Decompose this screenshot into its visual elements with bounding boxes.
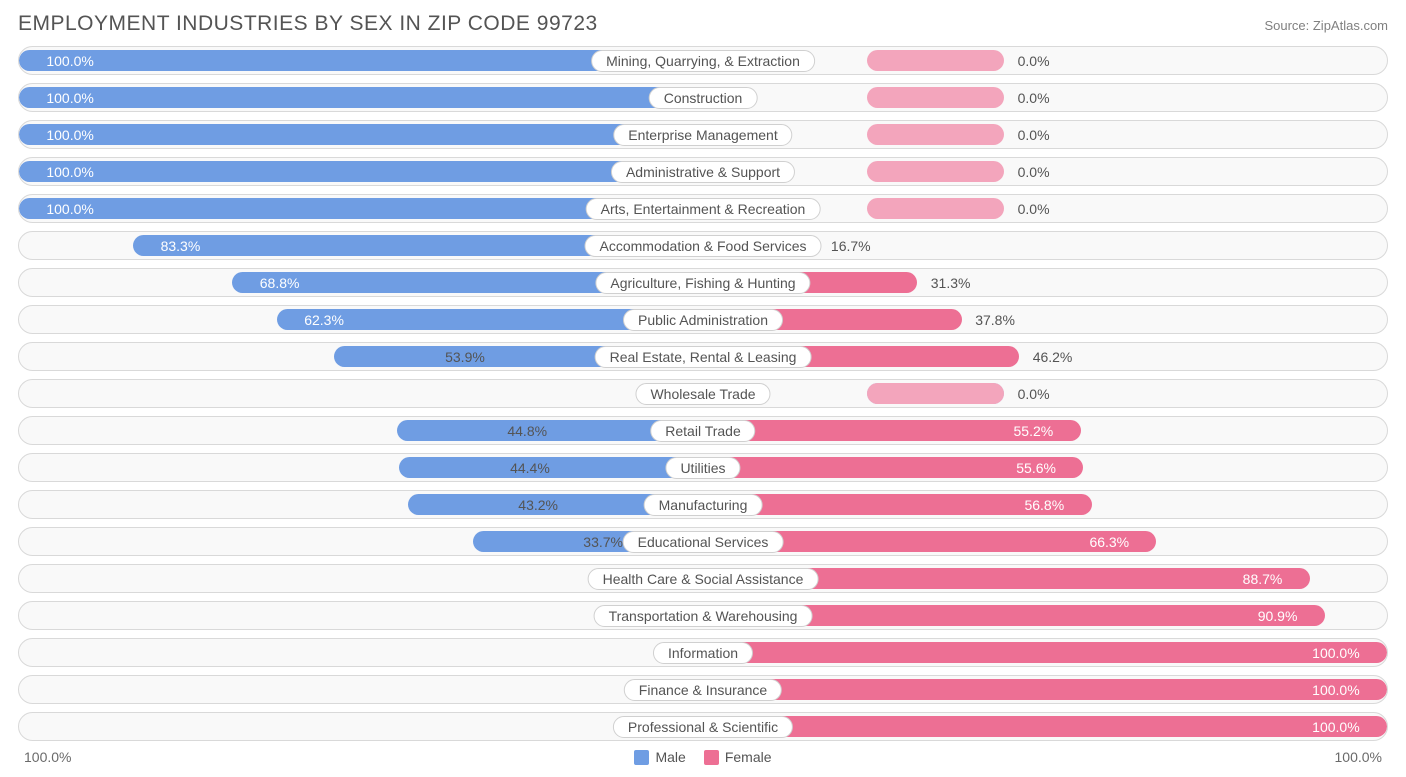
pct-female: 66.3%: [1089, 528, 1129, 555]
bar-row: 53.9% 46.2% Real Estate, Rental & Leasing: [18, 342, 1388, 371]
pct-male: 100.0%: [46, 158, 93, 185]
bar-male: [19, 161, 703, 182]
category-label: Mining, Quarrying, & Extraction: [591, 50, 815, 72]
legend: Male Female: [634, 749, 771, 765]
swatch-female: [704, 750, 719, 765]
pct-female: 0.0%: [1018, 84, 1050, 111]
category-label: Manufacturing: [644, 494, 763, 516]
pct-female: 100.0%: [1312, 713, 1359, 740]
pct-female: 37.8%: [975, 306, 1015, 333]
bar-female: [867, 383, 1004, 404]
bar-female: [703, 716, 1387, 737]
legend-male-label: Male: [655, 749, 685, 765]
bar-row: 62.3% 37.8% Public Administration: [18, 305, 1388, 334]
chart-source: Source: ZipAtlas.com: [1264, 18, 1388, 33]
bar-row: 43.2% 56.8% Manufacturing: [18, 490, 1388, 519]
category-label: Retail Trade: [650, 420, 755, 442]
pct-female: 56.8%: [1024, 491, 1064, 518]
pct-male: 53.9%: [445, 343, 485, 370]
bar-row: 100.0% 0.0% Mining, Quarrying, & Extractio…: [18, 46, 1388, 75]
category-label: Professional & Scientific: [613, 716, 793, 738]
pct-female: 0.0%: [1018, 158, 1050, 185]
bar-row: 0.0%100.0%Information: [18, 638, 1388, 667]
pct-female: 100.0%: [1312, 676, 1359, 703]
bar-female: [867, 161, 1004, 182]
pct-female: 55.6%: [1016, 454, 1056, 481]
category-label: Administrative & Support: [611, 161, 795, 183]
category-label: Agriculture, Fishing & Hunting: [595, 272, 810, 294]
bar-row: 100.0% 0.0% Administrative & Support: [18, 157, 1388, 186]
category-label: Transportation & Warehousing: [594, 605, 813, 627]
bar-row: 0.0%100.0%Professional & Scientific: [18, 712, 1388, 741]
bar-row: 68.8% 31.3% Agriculture, Fishing & Hunting: [18, 268, 1388, 297]
pct-female: 88.7%: [1243, 565, 1283, 592]
pct-female: 0.0%: [1018, 195, 1050, 222]
pct-male: 62.3%: [304, 306, 344, 333]
pct-female: 55.2%: [1014, 417, 1054, 444]
legend-male: Male: [634, 749, 685, 765]
bar-female: [867, 50, 1004, 71]
bar-female: [867, 87, 1004, 108]
bar-row: 33.7% 66.3% Educational Services: [18, 527, 1388, 556]
pct-male: 100.0%: [46, 47, 93, 74]
legend-female: Female: [704, 749, 772, 765]
category-label: Utilities: [665, 457, 740, 479]
pct-male: 100.0%: [46, 84, 93, 111]
bar-row: 100.0% 0.0% Enterprise Management: [18, 120, 1388, 149]
chart-title: EMPLOYMENT INDUSTRIES BY SEX IN ZIP CODE…: [18, 12, 598, 36]
pct-male: 68.8%: [260, 269, 300, 296]
bar-female: [867, 198, 1004, 219]
bar-row: 44.4% 55.6% Utilities: [18, 453, 1388, 482]
bar-female: [703, 642, 1387, 663]
pct-female: 0.0%: [1018, 47, 1050, 74]
bar-row: 0.0%0.0%Wholesale Trade: [18, 379, 1388, 408]
bar-row: 9.1%90.9%Transportation & Warehousing: [18, 601, 1388, 630]
pct-male: 83.3%: [161, 232, 201, 259]
category-label: Construction: [649, 87, 758, 109]
chart-footer: 100.0% Male Female 100.0%: [18, 749, 1388, 765]
bar-male: [399, 457, 703, 478]
category-label: Public Administration: [623, 309, 783, 331]
chart-header: EMPLOYMENT INDUSTRIES BY SEX IN ZIP CODE…: [18, 12, 1388, 36]
bar-row: 100.0% 0.0% Arts, Entertainment & Recreati…: [18, 194, 1388, 223]
bar-male: [19, 124, 703, 145]
pct-female: 46.2%: [1033, 343, 1073, 370]
category-label: Wholesale Trade: [635, 383, 770, 405]
bar-female: [703, 679, 1387, 700]
pct-male: 100.0%: [46, 121, 93, 148]
pct-female: 0.0%: [1018, 121, 1050, 148]
pct-male: 43.2%: [518, 491, 558, 518]
axis-left-label: 100.0%: [24, 749, 71, 765]
bar-row: 83.3% 16.7% Accommodation & Food Services: [18, 231, 1388, 260]
axis-right-label: 100.0%: [1335, 749, 1382, 765]
swatch-male: [634, 750, 649, 765]
pct-female: 90.9%: [1258, 602, 1298, 629]
category-label: Educational Services: [623, 531, 784, 553]
category-label: Real Estate, Rental & Leasing: [595, 346, 812, 368]
bar-male: [19, 87, 703, 108]
bar-row: 100.0% 0.0% Construction: [18, 83, 1388, 112]
category-label: Enterprise Management: [613, 124, 792, 146]
bar-row: 44.8% 55.2% Retail Trade: [18, 416, 1388, 445]
category-label: Information: [653, 642, 753, 664]
pct-male: 100.0%: [46, 195, 93, 222]
pct-female: 0.0%: [1018, 380, 1050, 407]
category-label: Accommodation & Food Services: [585, 235, 822, 257]
bar-row: 11.3%88.7%Health Care & Social Assistanc…: [18, 564, 1388, 593]
legend-female-label: Female: [725, 749, 772, 765]
bar-row: 0.0%100.0%Finance & Insurance: [18, 675, 1388, 704]
pct-male: 33.7%: [583, 528, 623, 555]
category-label: Finance & Insurance: [624, 679, 782, 701]
pct-female: 100.0%: [1312, 639, 1359, 666]
diverging-bar-chart: 100.0% 0.0% Mining, Quarrying, & Extractio…: [18, 46, 1388, 741]
bar-female: [867, 124, 1004, 145]
pct-male: 44.4%: [510, 454, 550, 481]
pct-female: 31.3%: [931, 269, 971, 296]
pct-male: 44.8%: [507, 417, 547, 444]
category-label: Arts, Entertainment & Recreation: [586, 198, 821, 220]
category-label: Health Care & Social Assistance: [588, 568, 819, 590]
pct-female: 16.7%: [831, 232, 871, 259]
